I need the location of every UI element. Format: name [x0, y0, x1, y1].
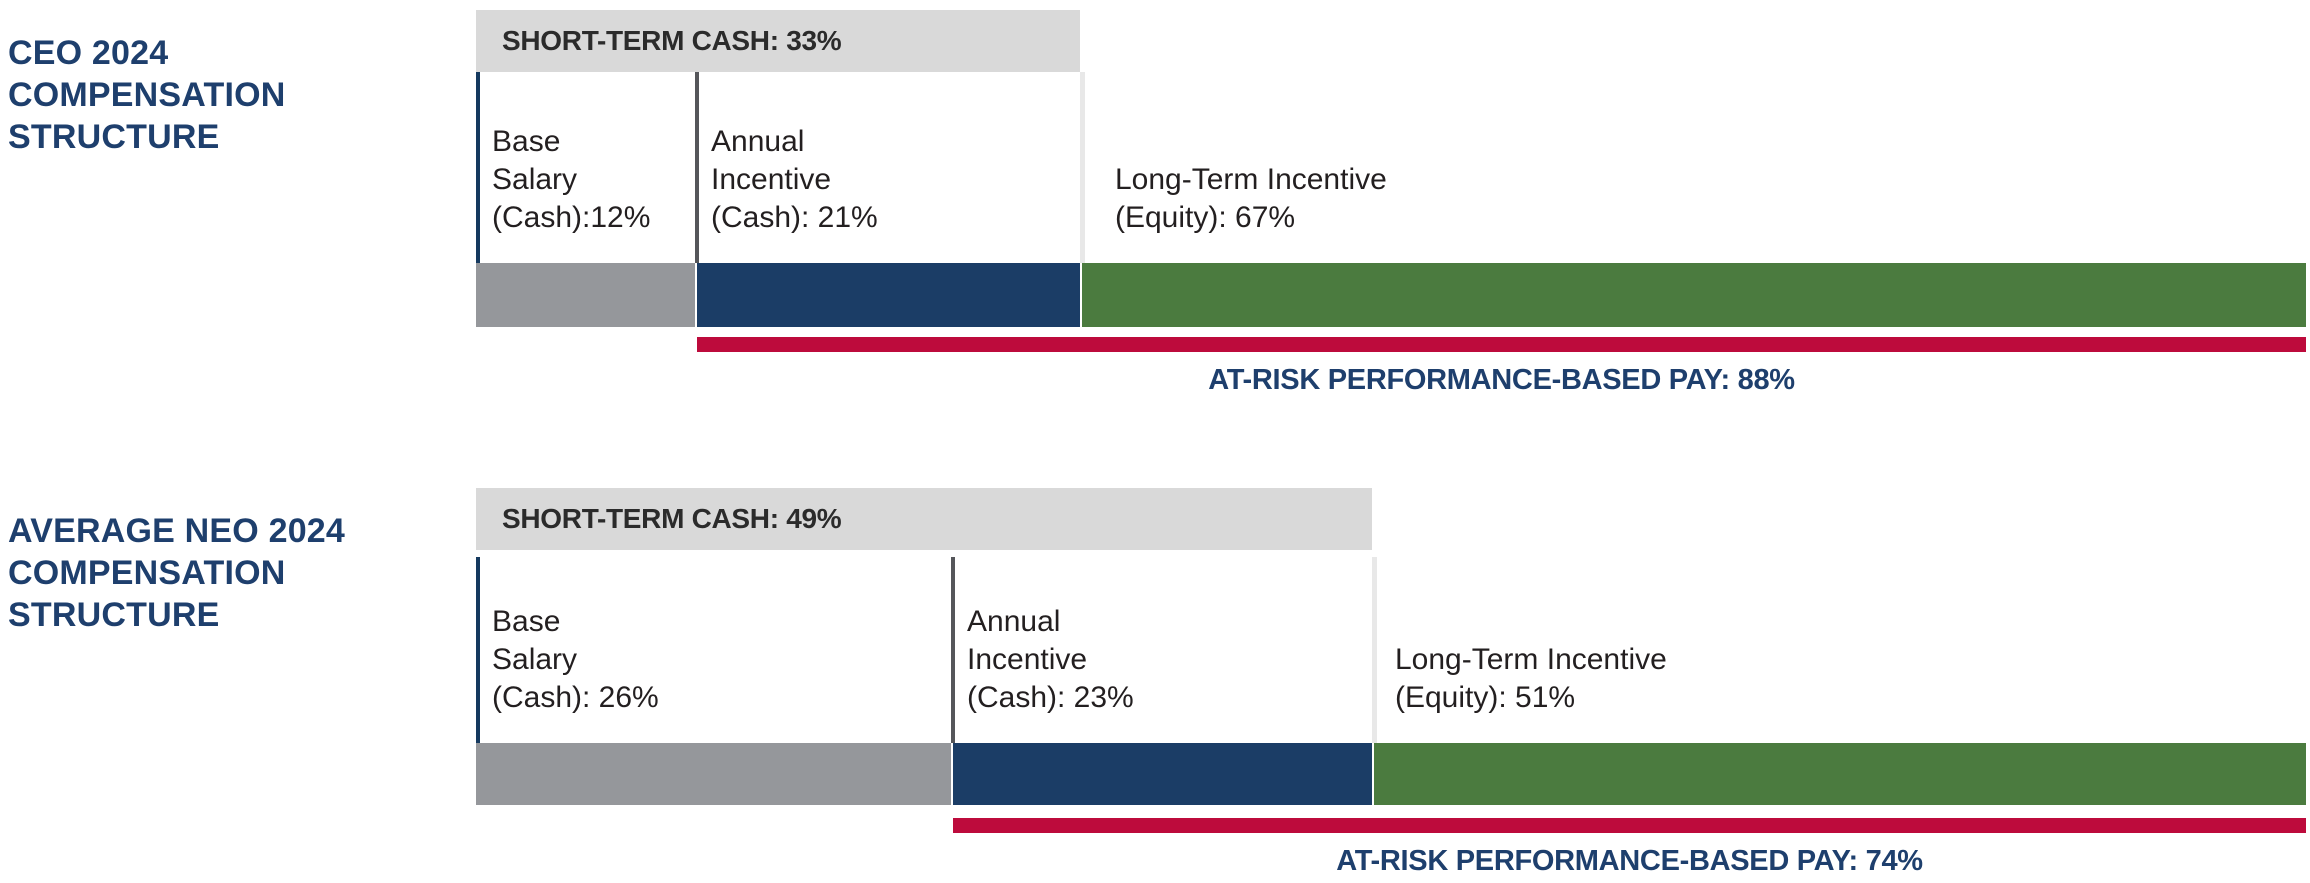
title-line: AVERAGE NEO 2024 — [8, 512, 346, 551]
annual-incentive-bar-segment — [953, 743, 1372, 805]
label-line: (Equity): 51% — [1395, 681, 1576, 714]
neo-chart-title: AVERAGE NEO 2024 COMPENSATION STRUCTURE — [8, 510, 345, 636]
label-line: Base — [492, 125, 561, 158]
label-line: (Cash): 21% — [711, 201, 878, 234]
annual-incentive-label: Annual Incentive (Cash): 21% — [695, 72, 1080, 263]
title-line: CEO 2024 — [8, 34, 169, 73]
at-risk-underline-bar — [953, 818, 2306, 833]
long-term-incentive-bar-segment — [1082, 263, 2306, 327]
short-term-cash-label: SHORT-TERM CASH: 49% — [502, 503, 842, 534]
label-line: (Equity): 67% — [1115, 201, 1296, 234]
short-term-cash-label: SHORT-TERM CASH: 33% — [502, 25, 842, 56]
label-line: Salary — [492, 163, 578, 196]
at-risk-caption: AT-RISK PERFORMANCE-BASED PAY: 88% — [1208, 364, 1795, 396]
long-term-incentive-label: Long-Term Incentive (Equity): 67% — [1080, 72, 2306, 263]
label-line: Long-Term Incentive — [1115, 163, 1387, 196]
at-risk-underline-bar — [697, 337, 2306, 352]
base-salary-label: Base Salary (Cash):12% — [476, 72, 695, 263]
base-salary-bar-segment — [476, 743, 951, 805]
label-line: Annual — [967, 605, 1061, 638]
label-line: Annual — [711, 125, 805, 158]
title-line: COMPENSATION — [8, 554, 286, 593]
label-line: Long-Term Incentive — [1395, 643, 1667, 676]
short-term-cash-header: SHORT-TERM CASH: 33% — [476, 10, 1080, 72]
long-term-incentive-bar-segment — [1374, 743, 2306, 805]
at-risk-caption: AT-RISK PERFORMANCE-BASED PAY: 74% — [1336, 845, 1923, 877]
title-line: STRUCTURE — [8, 118, 220, 157]
label-line: (Cash):12% — [492, 201, 651, 234]
label-line: (Cash): 23% — [967, 681, 1134, 714]
label-line: Salary — [492, 643, 578, 676]
label-line: (Cash): 26% — [492, 681, 659, 714]
label-line: Incentive — [967, 643, 1088, 676]
ceo-chart-title: CEO 2024 COMPENSATION STRUCTURE — [8, 32, 286, 158]
annual-incentive-label: Annual Incentive (Cash): 23% — [951, 557, 1372, 743]
label-line: Base — [492, 605, 561, 638]
title-line: STRUCTURE — [8, 596, 220, 635]
short-term-cash-header: SHORT-TERM CASH: 49% — [476, 488, 1372, 550]
annual-incentive-bar-segment — [697, 263, 1080, 327]
label-line: Incentive — [711, 163, 832, 196]
base-salary-bar-segment — [476, 263, 695, 327]
title-line: COMPENSATION — [8, 76, 286, 115]
base-salary-label: Base Salary (Cash): 26% — [476, 557, 951, 743]
long-term-incentive-label: Long-Term Incentive (Equity): 51% — [1372, 557, 2306, 743]
